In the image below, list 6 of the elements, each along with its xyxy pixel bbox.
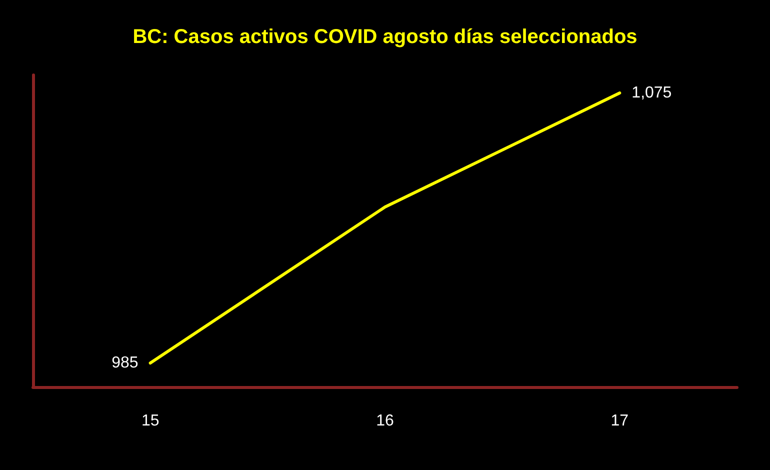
x-tick-label: 15 [141, 412, 160, 430]
data-label: 985 [112, 354, 138, 372]
chart-title: BC: Casos activos COVID agosto días seleccionados [132, 26, 638, 48]
data-label: 1,075 [632, 84, 672, 102]
x-tick-label: 17 [610, 412, 629, 430]
x-tick-label: 16 [376, 412, 394, 430]
